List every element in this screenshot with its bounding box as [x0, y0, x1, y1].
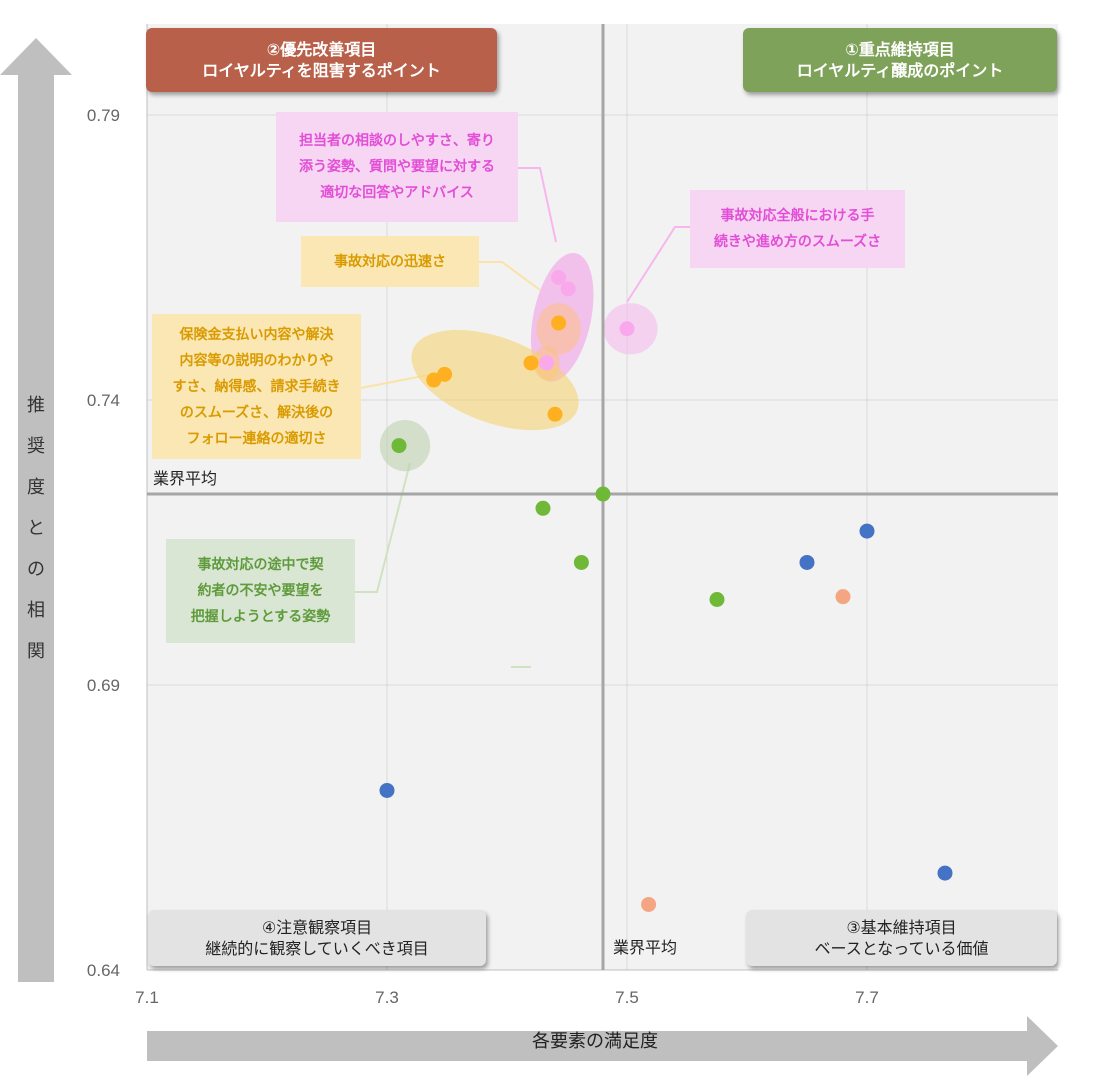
callout-line: すさ、納得感、請求手続き — [172, 378, 341, 395]
callout-line: 事故対応の途中で契 — [197, 557, 324, 573]
data-point — [547, 406, 563, 422]
y-axis-char: と — [27, 518, 45, 539]
y-tick-label: 0.69 — [87, 676, 120, 695]
x-tick-label: 7.1 — [135, 988, 159, 1007]
leader-line-green1 — [355, 462, 411, 593]
callout-line: 適切な回答やアドバイス — [320, 185, 474, 201]
data-point — [379, 782, 395, 798]
callout-line: フォロー連絡の適切さ — [186, 430, 327, 447]
callout-line: 続きや進め方のスムーズさ — [713, 234, 882, 250]
quadrant-1-title: ①重点維持項目 — [845, 40, 955, 59]
y-axis-arrow — [0, 38, 72, 982]
data-point — [595, 486, 611, 502]
y-tick-label: 0.74 — [87, 391, 120, 410]
x-axis-label: 各要素の満足度 — [532, 1031, 658, 1052]
quadrant-2-title: ②優先改善項目 — [266, 40, 377, 59]
quadrant-4-subtitle: 継続的に観察していくべき項目 — [205, 939, 429, 958]
quadrant-3-label: ③基本維持項目 ベースとなっている価値 — [746, 910, 1057, 966]
data-point — [619, 321, 635, 337]
quadrant-3-title: ③基本維持項目 — [846, 918, 957, 937]
leader-line-pink1 — [518, 167, 557, 243]
highlight-ellipse — [411, 329, 579, 431]
leader-line-orange2 — [360, 374, 429, 389]
x-tick-label: 7.3 — [375, 988, 399, 1007]
callout-line: 担当者の相談のしやすさ、寄り — [299, 133, 495, 149]
data-point — [560, 281, 576, 297]
y-average-label: 業界平均 — [153, 469, 217, 488]
y-axis-char: 推 — [27, 395, 45, 416]
callout-line: 把握しようとする姿勢 — [190, 609, 331, 625]
callout-line: 内容等の説明のわかりや — [179, 352, 334, 369]
data-point — [539, 355, 555, 371]
quadrant-2-subtitle: ロイヤルティを阻害するポイント — [202, 61, 441, 80]
data-point — [937, 865, 953, 881]
y-tick-label: 0.79 — [87, 106, 120, 125]
data-point — [551, 315, 567, 331]
data-points — [379, 269, 953, 912]
leader-lines — [355, 167, 690, 668]
callout-consultation: 担当者の相談のしやすさ、寄り 添う姿勢、質問や要望に対する 適切な回答やアドバイ… — [276, 112, 518, 222]
quadrant-4-label: ④注意観察項目 継続的に観察していくべき項目 — [148, 910, 486, 966]
callout-line: のスムーズさ、解決後の — [179, 404, 334, 421]
y-axis-char: 相 — [27, 600, 45, 621]
data-point — [709, 592, 725, 607]
x-axis-arrow — [147, 1016, 1058, 1076]
y-tick-label: 0.64 — [87, 961, 120, 980]
data-point — [835, 589, 851, 605]
callout-line: 添う姿勢、質問や要望に対する — [299, 159, 495, 175]
data-point — [391, 438, 407, 454]
quadrant-1-subtitle: ロイヤルティ醸成のポイント — [796, 61, 1004, 80]
quadrant-2-label: ②優先改善項目 ロイヤルティを阻害するポイント — [146, 28, 497, 92]
x-tick-label: 7.5 — [615, 988, 639, 1007]
tick-labels: 7.1 7.3 7.5 7.7 0.64 0.69 0.74 0.79 — [87, 106, 879, 1007]
leader-line-pink2 — [626, 226, 690, 303]
data-point — [573, 554, 589, 570]
callout-payment-explanation: 保険金支払い内容や解決 内容等の説明のわかりや すさ、納得感、請求手続き のスム… — [152, 314, 361, 459]
data-point — [641, 896, 657, 912]
quadrant-4-title: ④注意観察項目 — [261, 918, 373, 937]
y-axis-label: 推 奨 度 と の 相 関 — [18, 385, 54, 672]
x-average-label: 業界平均 — [613, 938, 677, 957]
data-point — [799, 554, 815, 570]
y-axis-char: の — [27, 559, 45, 580]
callout-line: 約者の不安や要望を — [197, 583, 324, 599]
data-point — [551, 269, 567, 285]
quadrant-3-subtitle: ベースとなっている価値 — [814, 939, 989, 958]
y-axis-char: 奨 — [27, 436, 45, 457]
data-point — [535, 500, 551, 516]
callout-smoothness: 事故対応全般における手 続きや進め方のスムーズさ — [690, 190, 905, 268]
x-tick-label: 7.7 — [855, 988, 879, 1007]
callout-line: 事故対応全般における手 — [720, 208, 875, 224]
callout-line: 事故対応の迅速さ — [334, 253, 446, 270]
callout-speed: 事故対応の迅速さ — [301, 236, 479, 287]
data-point — [523, 355, 539, 371]
data-point — [859, 523, 875, 539]
y-axis-char: 関 — [27, 641, 45, 662]
leader-line-orange1 — [479, 261, 541, 291]
y-axis-char: 度 — [27, 477, 45, 498]
data-point — [426, 372, 442, 388]
callout-line: 保険金支払い内容や解決 — [179, 326, 334, 343]
quadrant-1-label: ①重点維持項目 ロイヤルティ醸成のポイント — [743, 28, 1057, 92]
callout-understanding: 事故対応の途中で契 約者の不安や要望を 把握しようとする姿勢 — [166, 539, 355, 643]
